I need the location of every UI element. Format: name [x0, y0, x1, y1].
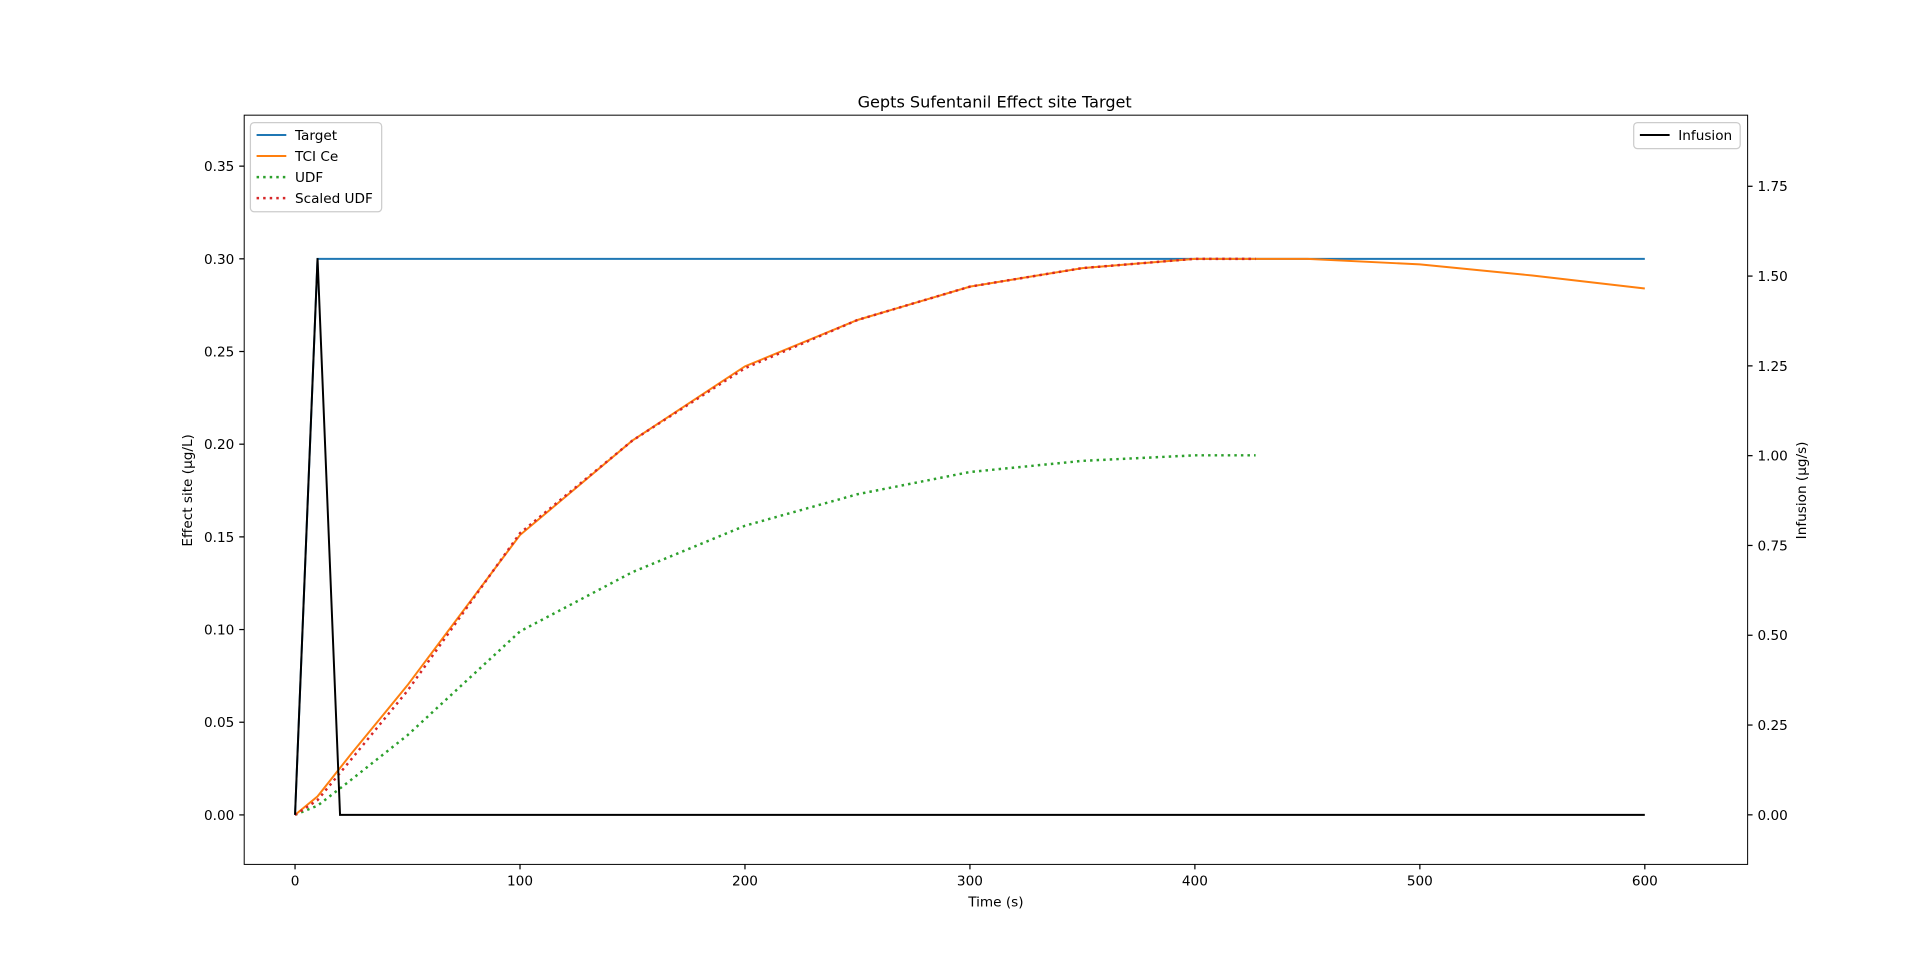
- legend-label: Target: [294, 128, 338, 144]
- plot-frame: [243, 114, 1749, 865]
- y2-axis-label: Infusion (µg/s): [1794, 442, 1810, 540]
- legend-box: [249, 121, 383, 213]
- series-line: [294, 454, 1256, 817]
- y-tick-label: 0.15: [204, 530, 234, 546]
- y2-tick-label: 0.50: [1758, 628, 1788, 644]
- series-line: [294, 258, 1645, 816]
- legend-label: Infusion: [1678, 128, 1732, 144]
- x-tick-label: 300: [957, 873, 983, 889]
- x-tick-label: 600: [1632, 873, 1658, 889]
- y-tick-label: 0.00: [204, 808, 234, 824]
- legend-box: [1633, 121, 1741, 150]
- x-axis-label: Time (s): [967, 895, 1023, 911]
- y2-tick-label: 1.00: [1758, 449, 1788, 465]
- chart-title: Gepts Sufentanil Effect site Target: [858, 93, 1132, 112]
- y2-tick-label: 1.25: [1758, 359, 1788, 375]
- series-line: [294, 257, 1645, 816]
- legend-label: Scaled UDF: [295, 191, 373, 207]
- series-line: [294, 257, 1256, 816]
- y-tick-label: 0.25: [204, 344, 234, 360]
- x-tick-label: 500: [1407, 873, 1433, 889]
- x-tick-label: 200: [732, 873, 758, 889]
- y-tick-label: 0.30: [204, 252, 234, 268]
- y-tick-label: 0.10: [204, 623, 234, 639]
- y2-tick-label: 0.75: [1758, 538, 1788, 554]
- y-tick-label: 0.35: [204, 159, 234, 175]
- y2-tick-label: 0.00: [1758, 808, 1788, 824]
- y-tick-label: 0.05: [204, 715, 234, 731]
- y-axis-label: Effect site (µg/L): [180, 434, 196, 546]
- x-tick-label: 0: [291, 873, 300, 889]
- y2-tick-label: 1.50: [1758, 269, 1788, 285]
- x-tick-label: 100: [507, 873, 533, 889]
- x-tick-label: 400: [1182, 873, 1208, 889]
- legend-label: UDF: [295, 170, 323, 186]
- series-line: [294, 257, 1645, 815]
- legend-label: TCI Ce: [294, 149, 338, 165]
- y2-tick-label: 1.75: [1758, 179, 1788, 195]
- y-tick-label: 0.20: [204, 437, 234, 453]
- plot-area: [294, 257, 1645, 817]
- y2-tick-label: 0.25: [1758, 718, 1788, 734]
